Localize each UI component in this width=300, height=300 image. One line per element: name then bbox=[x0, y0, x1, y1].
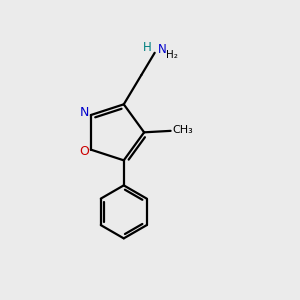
Text: H₂: H₂ bbox=[167, 50, 178, 60]
Text: N: N bbox=[158, 44, 166, 56]
Text: H: H bbox=[143, 41, 152, 54]
Text: CH₃: CH₃ bbox=[172, 125, 193, 135]
Text: O: O bbox=[80, 146, 89, 158]
Text: N: N bbox=[80, 106, 89, 119]
